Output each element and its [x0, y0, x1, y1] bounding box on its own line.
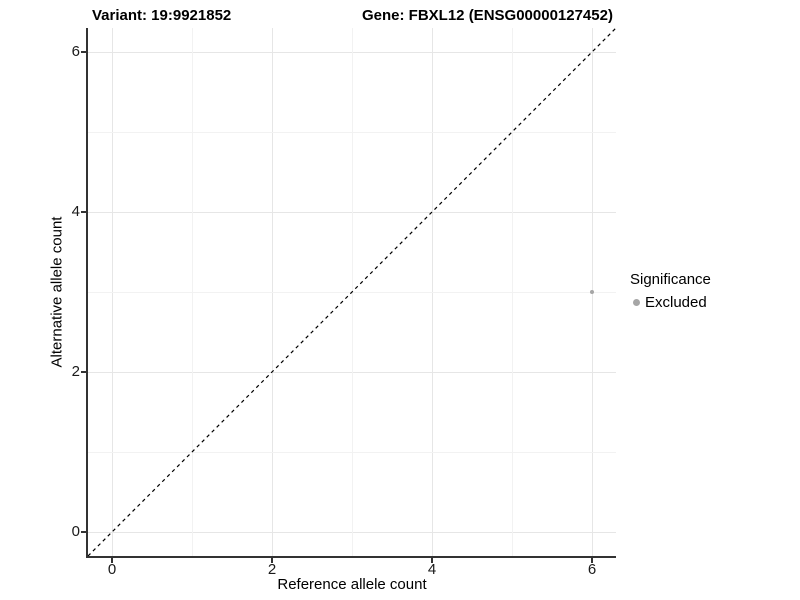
legend: Significance Excluded	[630, 271, 711, 311]
x-tick-label: 0	[107, 561, 117, 578]
y-tick-label: 0	[71, 523, 80, 540]
v-gridline-minor	[191, 28, 193, 556]
legend-item-label: Excluded	[645, 294, 707, 311]
y-axis-tick	[81, 531, 86, 533]
v-gridline-minor	[511, 28, 513, 556]
legend-point-icon	[633, 299, 640, 306]
plot-panel	[88, 28, 616, 556]
x-tick-label: 4	[427, 561, 437, 578]
y-axis-line	[86, 28, 88, 558]
x-axis-tick	[431, 558, 433, 563]
y-tick-label: 2	[71, 363, 80, 380]
y-axis-tick	[81, 211, 86, 213]
identity-line	[88, 28, 616, 556]
plot-title-gene: Gene: FBXL12 (ENSG00000127452)	[362, 7, 613, 24]
legend-title: Significance	[630, 271, 711, 288]
y-axis-label: Alternative allele count	[48, 216, 66, 368]
x-tick-label: 6	[587, 561, 597, 578]
x-axis-line	[86, 556, 616, 558]
data-point-excluded	[590, 290, 594, 294]
x-tick-label: 2	[267, 561, 277, 578]
plot-title-variant: Variant: 19:9921852	[92, 7, 232, 24]
x-axis-label: Reference allele count	[277, 576, 427, 593]
x-axis-tick	[591, 558, 593, 563]
y-axis-tick	[81, 371, 86, 373]
y-tick-label: 6	[71, 43, 80, 60]
y-axis-tick	[81, 51, 86, 53]
x-axis-tick	[271, 558, 273, 563]
x-axis-tick	[111, 558, 113, 563]
y-tick-label: 4	[71, 203, 80, 220]
legend-item-excluded: Excluded	[633, 294, 711, 311]
